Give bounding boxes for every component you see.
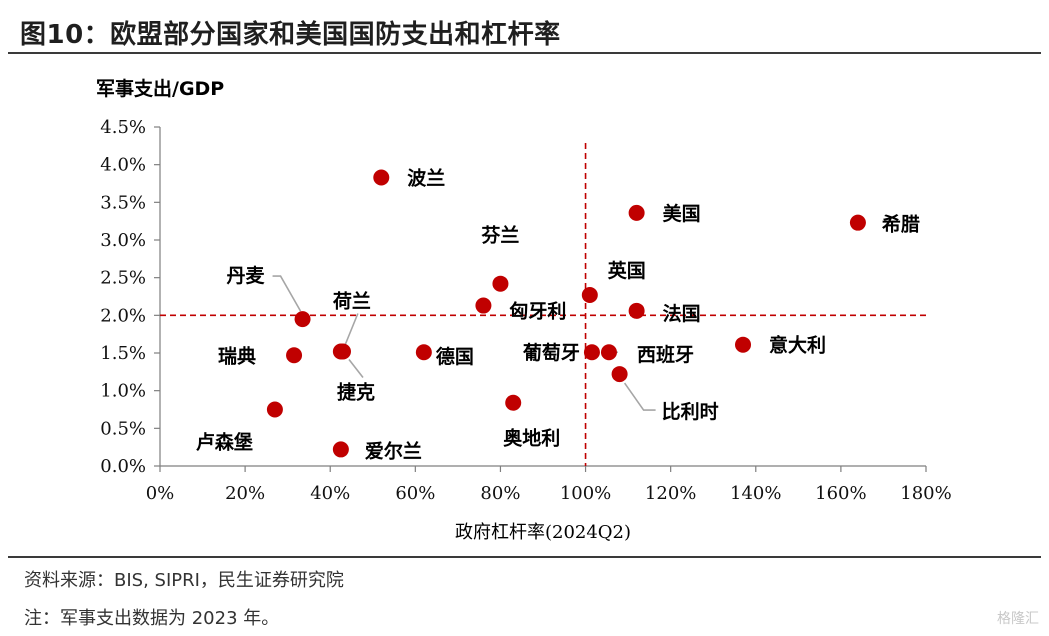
- title-divider: [8, 52, 1041, 54]
- source-text: 资料来源：BIS, SIPRI，民生证券研究院: [24, 570, 344, 591]
- x-tick-label: 80%: [480, 483, 520, 504]
- point-label: 荷兰: [333, 289, 371, 312]
- data-point: [505, 394, 522, 411]
- data-point: [332, 441, 349, 458]
- x-tick-label: 20%: [225, 483, 265, 504]
- y-tick-label: 4.0%: [100, 155, 146, 176]
- y-tick-label: 1.0%: [100, 381, 146, 402]
- x-axis-title: 政府杠杆率(2024Q2): [455, 522, 631, 543]
- y-tick-label: 0.5%: [100, 418, 146, 439]
- leader-line: [272, 275, 302, 312]
- point-label: 爱尔兰: [365, 439, 422, 462]
- data-point: [583, 344, 600, 361]
- data-point: [475, 297, 492, 314]
- x-tick-label: 100%: [560, 483, 611, 504]
- point-label: 波兰: [407, 166, 445, 189]
- data-point: [581, 286, 598, 303]
- data-point: [735, 336, 752, 353]
- x-tick-label: 140%: [730, 483, 781, 504]
- leader-line: [623, 382, 656, 411]
- y-tick-label: 2.0%: [100, 305, 146, 326]
- point-label: 美国: [663, 202, 701, 225]
- y-axis-title: 军事支出/GDP: [96, 77, 224, 100]
- data-point: [334, 343, 351, 360]
- x-tick-label: 120%: [645, 483, 696, 504]
- point-label: 意大利: [769, 334, 826, 357]
- data-point: [849, 214, 866, 231]
- leader-line: [348, 359, 364, 378]
- chart-title: 图10：欧盟部分国家和美国国防支出和杠杆率: [20, 20, 561, 50]
- data-point: [492, 275, 509, 292]
- data-point: [266, 401, 283, 418]
- y-tick-label: 3.0%: [100, 230, 146, 251]
- y-tick-label: 4.5%: [100, 117, 146, 138]
- point-label: 葡萄牙: [523, 341, 580, 364]
- x-tick-label: 60%: [395, 483, 435, 504]
- y-tick-label: 1.5%: [100, 343, 146, 364]
- scatter-chart: 0.0% 0.5% 1.0% 1.5% 2.0% 2.5% 3.0% 3.5% 4.0% 4.5%…: [96, 77, 952, 543]
- point-label: 芬兰: [480, 224, 519, 247]
- point-label: 奥地利: [503, 427, 560, 450]
- data-point: [611, 366, 628, 383]
- point-label: 卢森堡: [196, 431, 253, 454]
- x-tick-label: 0%: [146, 483, 175, 504]
- point-label: 匈牙利: [509, 300, 566, 323]
- leader-line: [344, 313, 359, 346]
- data-point: [628, 302, 645, 319]
- point-label: 瑞典: [218, 344, 256, 367]
- point-label: 德国: [436, 345, 474, 368]
- x-tick-label: 180%: [900, 483, 951, 504]
- note-text: 注：军事支出数据为 2023 年。: [24, 608, 280, 629]
- data-point: [415, 344, 432, 361]
- point-label: 英国: [608, 259, 646, 282]
- x-tick-label: 40%: [310, 483, 350, 504]
- x-tick-label: 160%: [815, 483, 866, 504]
- data-point: [294, 311, 311, 328]
- point-label: 法国: [663, 302, 701, 325]
- data-point: [628, 204, 645, 221]
- y-tick-label: 2.5%: [100, 268, 146, 289]
- point-label: 捷克: [337, 380, 375, 403]
- y-tick-label: 0.0%: [100, 456, 146, 477]
- point-label: 丹麦: [227, 264, 266, 287]
- point-label: 西班牙: [637, 343, 694, 366]
- y-tick-label: 3.5%: [100, 192, 146, 213]
- data-point: [600, 344, 617, 361]
- point-label: 希腊: [882, 213, 920, 236]
- footer-divider: [8, 556, 1041, 558]
- data-point: [286, 347, 303, 364]
- watermark-logo: 格隆汇: [997, 611, 1039, 627]
- point-label: 比利时: [662, 401, 719, 423]
- data-point: [373, 169, 390, 186]
